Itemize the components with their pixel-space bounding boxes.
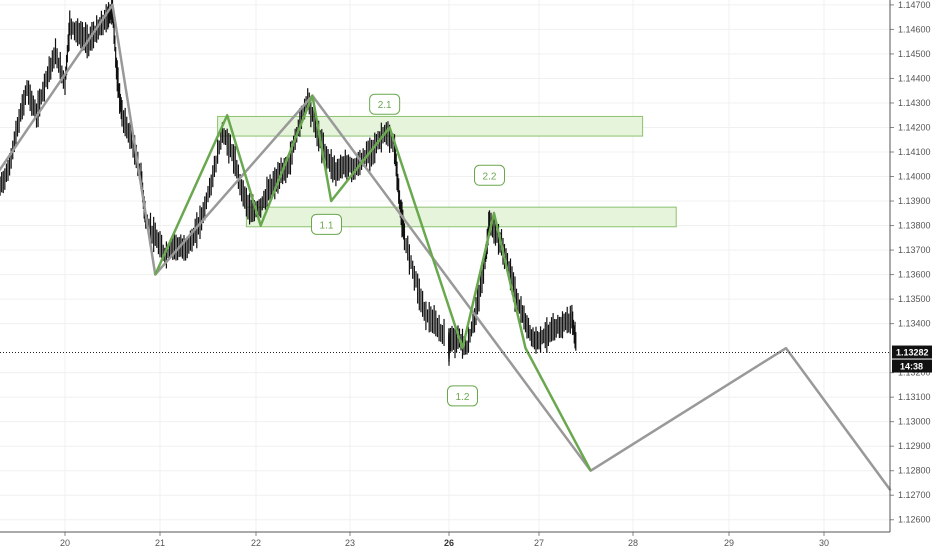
x-tick-label: 23 — [345, 538, 355, 548]
y-tick-label: 1.12800 — [898, 466, 931, 476]
zigzag-series — [0, 3, 892, 492]
wave-label-text: 1.1 — [320, 220, 334, 231]
wave-label-box — [447, 385, 478, 407]
wave-line — [154, 94, 592, 472]
y-tick-label: 1.13700 — [898, 245, 931, 255]
last-price-label: 1.13282 — [896, 348, 929, 358]
y-tick-label: 1.13600 — [898, 270, 931, 280]
y-tick-label: 1.13100 — [898, 392, 931, 402]
x-tick-label: 28 — [628, 538, 638, 548]
time-badge — [892, 359, 932, 373]
x-tick-label: 22 — [251, 538, 261, 548]
y-tick-label: 1.14700 — [898, 0, 931, 10]
y-tick-label: 1.13200 — [898, 368, 931, 378]
zigzag-line — [0, 3, 892, 492]
y-tick-label: 1.12600 — [898, 515, 931, 525]
resistance-zone — [217, 115, 644, 137]
wave-series — [154, 94, 592, 472]
x-tick-label: 27 — [534, 538, 544, 548]
y-tick-label: 1.14500 — [898, 49, 931, 59]
y-tick-label: 1.12700 — [898, 490, 931, 500]
y-tick-label: 1.13800 — [898, 221, 931, 231]
y-tick-label: 1.13500 — [898, 294, 931, 304]
y-tick-label: 1.14200 — [898, 122, 931, 132]
y-tick-label: 1.14400 — [898, 73, 931, 83]
y-tick-label: 1.13400 — [898, 319, 931, 329]
y-tick-label: 1.14100 — [898, 147, 931, 157]
y-tick-label: 1.14300 — [898, 98, 931, 108]
price-series — [0, 0, 577, 366]
wave-label-text: 1.2 — [456, 392, 470, 403]
wave-label-box — [474, 164, 505, 186]
wave-label-box — [369, 93, 401, 115]
x-tick-label: 29 — [724, 538, 734, 548]
y-tick-label: 1.13900 — [898, 196, 931, 206]
last-price-badge — [892, 345, 932, 359]
y-tick-label: 1.14000 — [898, 172, 931, 182]
wave-label-text: 2.1 — [378, 100, 392, 111]
x-tick-label: 30 — [819, 538, 829, 548]
y-tick-label: 1.14600 — [898, 24, 931, 34]
y-tick-label: 1.13000 — [898, 417, 931, 427]
y-tick-label: 1.12900 — [898, 441, 931, 451]
time-label: 14:38 — [900, 362, 923, 372]
wave-labels: 2.1 1.1 2.2 1.2 — [311, 93, 505, 407]
x-tick-label: 20 — [60, 538, 70, 548]
resistance-zone — [245, 206, 677, 228]
x-tick-label: 26 — [444, 538, 454, 548]
wave-label-text: 2.2 — [483, 171, 497, 182]
wave-label-box — [311, 213, 342, 235]
x-tick-label: 21 — [155, 538, 165, 548]
zones — [217, 115, 677, 228]
grid — [0, 0, 890, 532]
